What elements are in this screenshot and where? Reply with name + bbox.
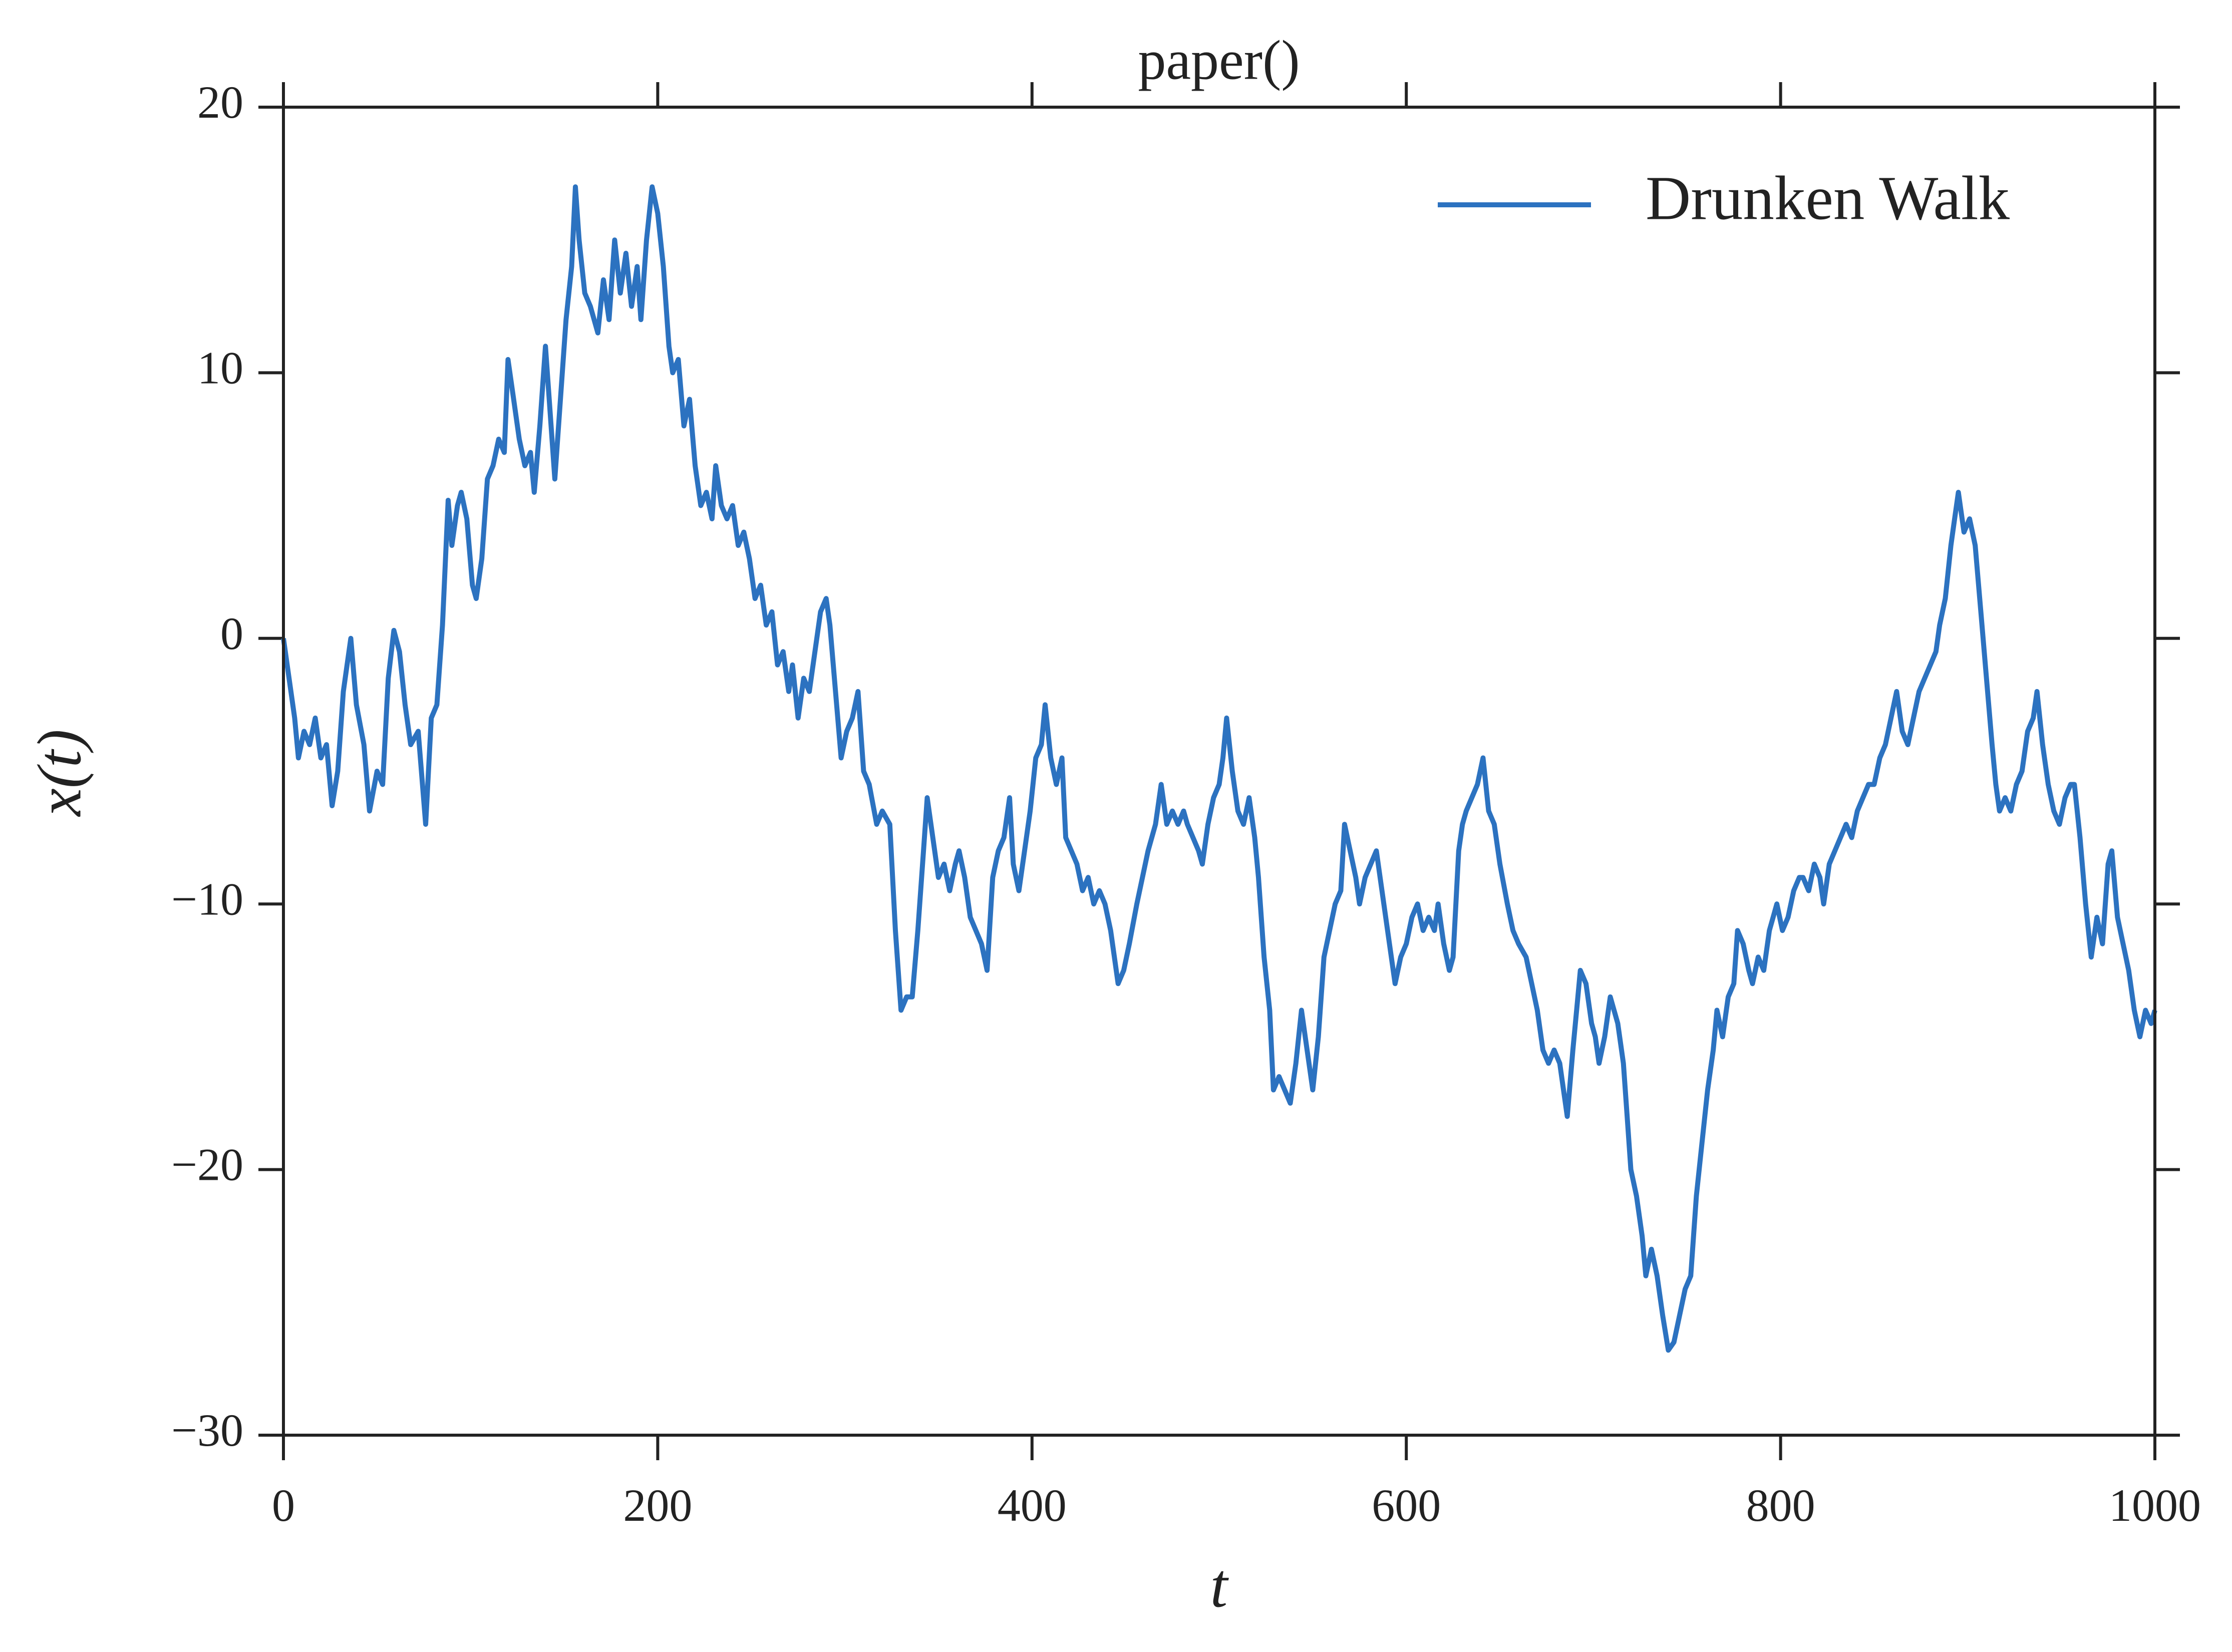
x-tick-label: 0	[272, 1480, 295, 1531]
y-tick-label: −20	[171, 1139, 243, 1190]
data-line	[281, 184, 2157, 1353]
y-tick-label: −10	[171, 873, 243, 924]
x-tick-label: 1000	[2109, 1480, 2201, 1531]
x-tick-label: 600	[1372, 1480, 1441, 1531]
x-tick-label: 800	[1746, 1480, 1815, 1531]
y-tick-label: 20	[197, 77, 243, 128]
y-tick-label: 10	[197, 343, 243, 394]
chart-title: paper()	[1138, 30, 1300, 92]
y-tick-label: 0	[220, 608, 243, 659]
y-tick-label: −30	[171, 1405, 243, 1456]
y-axis-label: x(t)	[26, 729, 95, 817]
x-tick-label: 400	[998, 1480, 1067, 1531]
x-tick-label: 200	[623, 1480, 692, 1531]
plot-frame	[282, 106, 2156, 1437]
x-axis-label: t	[1210, 1552, 1229, 1621]
legend-label: Drunken Walk	[1646, 164, 2010, 233]
